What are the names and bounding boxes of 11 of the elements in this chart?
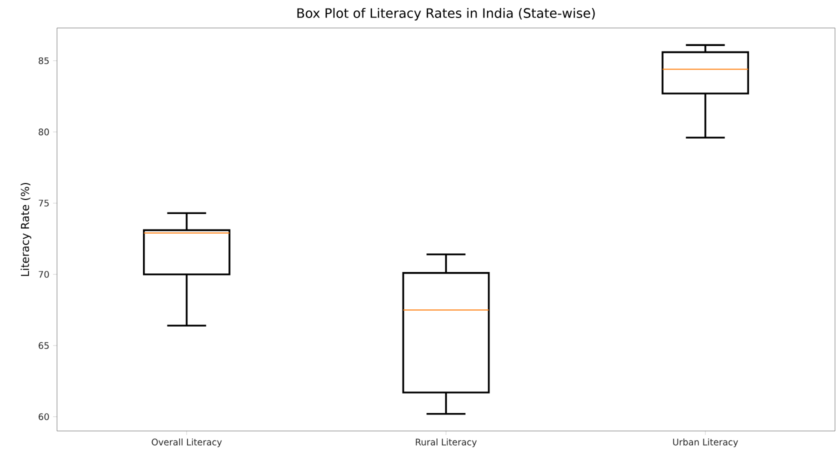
y-axis-title: Literacy Rate (%) [20,182,32,276]
y-tick-label: 65 [38,342,49,349]
y-tick-label: 85 [38,57,49,64]
x-tick-label: Urban Literacy [673,438,738,448]
y-tick-label: 70 [38,270,49,278]
y-tick-label: 60 [38,413,49,420]
x-tick-label: Rural Literacy [416,438,477,448]
chart-title: Box Plot of Literacy Rates in India (State-wise) [297,8,595,20]
x-tick-label: Overall Literacy [152,438,222,448]
y-tick-label: 75 [38,200,49,206]
y-tick-label: 80 [38,128,49,136]
